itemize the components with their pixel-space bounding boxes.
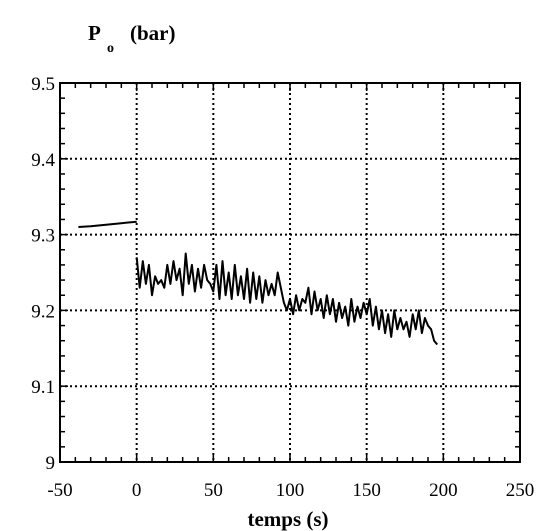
x-tick-label: 150 [352,480,381,501]
y-axis-unit: (bar) [130,21,176,45]
y-tick-label: 9.5 [31,74,55,95]
x-tick-label: 250 [506,480,535,501]
y-tick-label: 9 [46,453,56,474]
x-tick-label: 200 [429,480,458,501]
series-group [78,220,438,346]
y-axis-title: P o (bar) [88,21,176,56]
series-line-1 [78,220,137,228]
y-tick-label: 9.2 [31,301,55,322]
y-axis-symbol: P [88,21,101,45]
grid [60,83,520,462]
y-axis-subscript: o [107,41,114,56]
y-tick-label: 9.1 [31,377,55,398]
x-tick-label: 100 [276,480,305,501]
y-tick-labels: 9 9.1 9.2 9.3 9.4 9.5 [31,74,55,474]
x-tick-label: -50 [47,480,72,501]
plot-frame [59,82,521,463]
x-axis-title: temps (s) [247,507,328,531]
x-tick-labels: -50 0 50 100 150 200 250 [47,480,534,501]
y-tick-label: 9.4 [31,150,55,171]
y-tick-label: 9.3 [31,226,55,247]
x-tick-label: 50 [204,480,223,501]
x-tick-label: 0 [132,480,142,501]
series-line-2 [135,252,438,346]
